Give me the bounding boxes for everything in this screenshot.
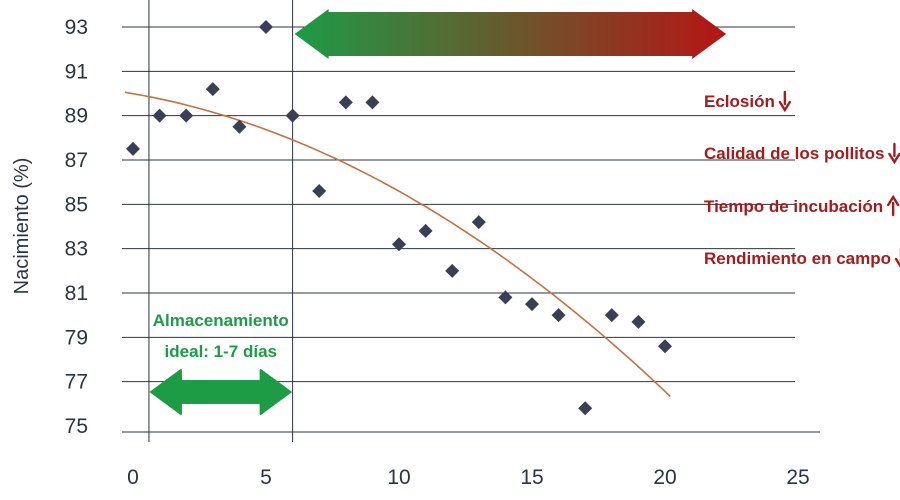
effect-item: Tiempo de incubación <box>704 194 900 217</box>
data-point <box>418 223 433 238</box>
data-point <box>205 82 220 97</box>
data-point <box>232 119 247 134</box>
arrow-up-icon <box>886 194 900 217</box>
tick-labels: 75 77 79 81 83 85 87 89 91 93 0 5 10 15 20 25 <box>65 16 810 489</box>
y-tick-label: 91 <box>65 60 88 83</box>
data-point <box>392 237 406 252</box>
effect-item: Calidad de los pollitos <box>704 142 900 165</box>
effect-label: Tiempo de incubación <box>704 197 883 216</box>
data-point <box>259 20 273 34</box>
data-point <box>285 108 300 123</box>
trend-line <box>124 91 671 397</box>
data-point <box>338 95 353 110</box>
y-axis-title: Nacimiento (%) <box>11 158 33 295</box>
x-tick-label: 15 <box>520 466 543 489</box>
storage-label-line2: ideal: 1-7 días <box>165 342 277 361</box>
effect-item: Eclosión <box>704 90 792 113</box>
reference-lines <box>148 0 294 442</box>
x-tick-label: 20 <box>653 466 676 489</box>
data-point <box>445 263 460 278</box>
y-tick-label: 83 <box>65 238 88 261</box>
y-tick-label: 79 <box>65 326 88 349</box>
data-point <box>658 339 672 354</box>
gradient-arrow <box>294 9 727 59</box>
y-tick-label: 75 <box>65 415 88 438</box>
annotations: Almacenamiento ideal: 1-7 días Eclosión Cal… <box>149 9 900 415</box>
data-point <box>631 314 646 329</box>
data-point <box>551 308 566 323</box>
arrow-down-icon <box>888 142 900 165</box>
data-point <box>312 184 327 199</box>
y-tick-label: 87 <box>65 149 88 172</box>
data-point <box>126 141 140 156</box>
data-point <box>179 108 194 123</box>
data-point <box>604 308 619 323</box>
storage-label-line1: Almacenamiento <box>153 311 289 330</box>
y-tick-label: 89 <box>65 105 88 128</box>
y-tick-label: 85 <box>65 193 88 216</box>
arrow-down-icon <box>778 90 792 113</box>
storage-arrow <box>149 369 292 415</box>
data-point <box>578 401 593 416</box>
y-tick-label: 93 <box>65 16 88 39</box>
gridlines <box>122 26 820 433</box>
data-point <box>152 108 167 123</box>
data-point <box>498 290 513 305</box>
x-tick-label: 25 <box>786 466 809 489</box>
data-point <box>525 297 539 312</box>
data-point <box>471 215 486 230</box>
x-tick-label: 5 <box>260 466 272 489</box>
arrow-down-icon <box>894 248 900 268</box>
effect-label: Calidad de los pollitos <box>704 144 884 163</box>
x-tick-label: 10 <box>387 466 410 489</box>
y-tick-label: 81 <box>65 282 88 305</box>
x-tick-label: 0 <box>127 466 139 489</box>
y-tick-label: 77 <box>65 371 88 394</box>
data-point <box>365 95 380 110</box>
trend-line-group <box>124 91 671 397</box>
effect-label: Eclosión <box>704 92 775 111</box>
effect-item: Rendimiento en campo <box>704 248 900 268</box>
effect-label: Rendimiento en campo <box>704 249 891 268</box>
data-points <box>126 20 672 416</box>
